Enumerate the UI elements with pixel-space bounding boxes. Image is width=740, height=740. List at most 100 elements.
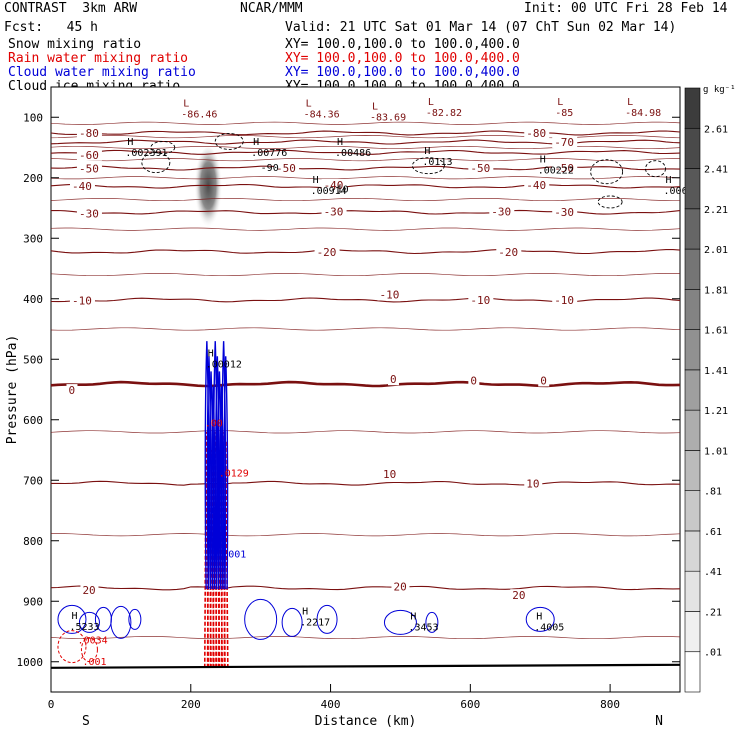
low-cloud-water-contour — [78, 611, 100, 633]
extremum-value: -85 — [555, 108, 573, 119]
colorbar-swatch — [684, 208, 701, 250]
isotherm-label: 20 — [512, 589, 525, 602]
cloud-water-contour — [204, 341, 210, 590]
y-tick-label: 500 — [23, 353, 43, 366]
y-tick-label: 1000 — [17, 656, 44, 669]
contour-label: .0129 — [219, 469, 249, 480]
forecast-hour: Fcst: 45 h — [4, 20, 98, 35]
cloud-water-contour — [223, 356, 229, 590]
extremum-mark: H — [410, 611, 416, 622]
colorbar-label: 2.41 — [704, 165, 728, 176]
extremum-value: .002391 — [125, 148, 167, 159]
theta-line — [50, 327, 681, 331]
cloud-water-contour — [217, 371, 222, 590]
colorbar-swatch — [684, 329, 701, 371]
cloud-water-contour — [210, 386, 216, 590]
y-tick-label: 900 — [23, 595, 43, 608]
theta-line — [50, 636, 681, 640]
field-name-cloud-water: Cloud water mixing ratio — [8, 65, 196, 80]
colorbar-swatch — [684, 369, 701, 411]
isotherm-label: -40 — [72, 180, 92, 193]
isotherm-label-bg — [524, 477, 543, 490]
isotherm--40 — [50, 183, 681, 189]
isotherm-label: -50 — [554, 162, 574, 175]
isotherm-label: -70 — [554, 136, 574, 149]
endpoint-left: S — [82, 714, 90, 729]
extremum-value: .4005 — [534, 622, 564, 633]
isotherm-label: -80 — [526, 127, 546, 140]
extremum-value: .00914 — [311, 186, 347, 197]
theta-line — [50, 197, 680, 202]
colorbar-label: 1.01 — [704, 446, 728, 457]
isotherm-label-bg — [489, 205, 515, 218]
isotherm-label: -60 — [79, 149, 99, 162]
low-cloud-water-contour — [110, 605, 132, 639]
colorbar-label: 1.61 — [704, 326, 728, 337]
extremum-value: -86.46 — [181, 109, 217, 120]
x-tick-label: 0 — [48, 698, 55, 711]
theta-line — [50, 273, 681, 277]
extremum-mark: L — [372, 101, 378, 112]
extremum-value: .00222 — [538, 166, 574, 177]
extremum-mark: H — [302, 607, 308, 618]
low-cloud-water-contour — [281, 607, 303, 637]
isotherm-label-bg — [76, 207, 102, 220]
colorbar-label: .61 — [704, 527, 722, 538]
isotherm-label: -40 — [324, 179, 344, 192]
isotherm-label-bg — [496, 246, 522, 259]
extremum-mark: H — [666, 175, 672, 186]
y-tick-label: 800 — [23, 535, 43, 548]
isotherm-label-bg — [314, 246, 340, 259]
isotherm-10 — [51, 480, 681, 486]
colorbar-swatch — [684, 651, 701, 693]
isotherm-label: -10 — [72, 295, 92, 308]
isotherm-0 — [50, 380, 681, 388]
field-xy-snow: XY= 100.0,100.0 to 100.0,400.0 — [285, 37, 520, 52]
low-cloud-water-contour — [57, 604, 87, 634]
isotherm-label: -80 — [79, 127, 99, 140]
colorbar-swatch — [684, 490, 701, 532]
extremum-value: .5233 — [69, 622, 99, 633]
colorbar-swatch — [684, 450, 701, 491]
chart-title: CONTRAST 3km ARW — [4, 1, 138, 16]
isotherm-label-bg — [387, 373, 399, 386]
x-tick-label: 200 — [181, 698, 201, 711]
cloud-water-contour — [221, 341, 227, 590]
cloud-water-contour — [212, 341, 218, 590]
isotherm-label: -50 — [79, 163, 99, 176]
isotherm-label: -50 — [470, 162, 490, 175]
colorbar-label: 1.41 — [704, 366, 728, 377]
extremum-mark: H — [540, 155, 546, 166]
colorbar-label: .01 — [704, 648, 722, 659]
extremum-value: .00012 — [206, 359, 242, 370]
low-cloud-water-contour — [383, 609, 417, 635]
isotherm-label-bg — [468, 374, 480, 387]
extremum-mark: H — [253, 137, 259, 148]
contour-label: -10 — [331, 184, 349, 195]
colorbar-label: .41 — [704, 567, 722, 578]
extremum-value: -84.36 — [304, 109, 340, 120]
low-cloud-water-contour — [425, 611, 439, 633]
x-axis-label: Distance (km) — [315, 714, 417, 729]
cloud-ice-contour — [645, 160, 666, 178]
isotherm-label-bg — [380, 468, 399, 481]
contour-label: .0034 — [78, 636, 108, 647]
colorbar-label: 2.01 — [704, 245, 728, 256]
extremum-mark: H — [208, 348, 214, 359]
center-label: NCAR/MMM — [240, 1, 303, 16]
isotherm-label: -30 — [554, 206, 574, 219]
cloud-water-contour — [206, 356, 212, 590]
extremum-value: .3453 — [408, 622, 438, 633]
low-rain-contour — [80, 637, 98, 663]
colorbar-label: 1.81 — [704, 285, 728, 296]
cloud-ice-contour — [150, 141, 176, 154]
colorbar-swatch — [684, 289, 701, 330]
theta-line — [50, 227, 681, 231]
cloud-ice-contour — [590, 159, 624, 185]
isotherm-label-bg — [468, 162, 494, 175]
colorbar-label: .21 — [704, 607, 722, 618]
extremum-value: .2217 — [300, 618, 330, 629]
contour-label: .00 — [205, 418, 223, 429]
isotherm-label: -30 — [79, 207, 99, 220]
colorbar-swatch — [684, 409, 701, 451]
